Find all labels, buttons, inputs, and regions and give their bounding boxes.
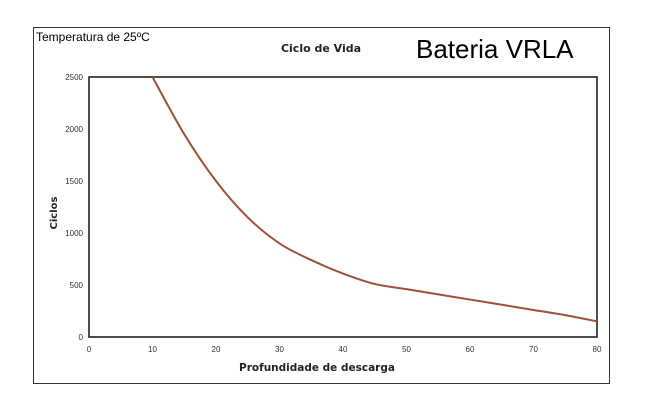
x-tick-label: 80 <box>593 345 602 354</box>
x-tick-label: 50 <box>402 345 411 354</box>
y-tick-label: 1500 <box>65 177 83 186</box>
x-tick-label: 0 <box>87 345 92 354</box>
chart-title: Ciclo de Vida <box>281 42 361 55</box>
y-tick-label: 1000 <box>65 229 83 238</box>
plot-area <box>88 76 598 338</box>
x-tick-label: 70 <box>529 345 538 354</box>
x-tick-label: 60 <box>466 345 475 354</box>
y-tick-label: 0 <box>79 333 84 342</box>
series <box>151 76 598 323</box>
x-axis-label: Profundidade de descarga <box>239 362 395 374</box>
temperature-note: Temperatura de 25ºC <box>36 30 150 44</box>
x-tick-label: 30 <box>275 345 284 354</box>
x-tick-label: 40 <box>339 345 348 354</box>
x-tick-label: 10 <box>148 345 157 354</box>
y-tick-label: 500 <box>70 281 84 290</box>
y-tick-label: 2000 <box>65 125 83 134</box>
y-tick-label: 2500 <box>65 73 83 82</box>
x-tick-label: 20 <box>212 345 221 354</box>
tick-labels: 0 10 20 30 40 50 60 70 80 0 500 1000 1500 2000 2500 <box>65 73 602 354</box>
series-line <box>151 76 598 323</box>
axes <box>88 76 598 338</box>
y-axis-label: Ciclos <box>49 196 60 229</box>
battery-title: Bateria VRLA <box>416 34 574 64</box>
